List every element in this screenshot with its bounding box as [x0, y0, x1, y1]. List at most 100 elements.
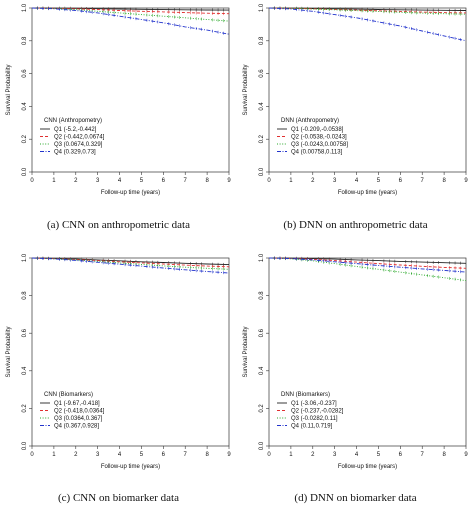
x-axis-label: Follow-up time (years)	[338, 464, 397, 470]
x-tick-label: 7	[421, 452, 425, 458]
y-tick-label: 0.4	[22, 366, 28, 375]
y-tick-label: 0.8	[22, 36, 28, 45]
legend-entry-1: Q1 (-9.67,-0.418]	[54, 401, 100, 407]
y-axis-label: Survival Probability	[6, 326, 12, 377]
y-tick-label: 1.0	[22, 3, 28, 12]
survival-chart-c: 0 1 2 3 4 5 6 7 8 9 0.0 0.2 0.4 0.6 0.8 1.0 Follow-up ti…	[6, 253, 231, 470]
legend-entry-3: Q3 (-0.0243,0.00758]	[291, 142, 348, 148]
x-tick-label: 0	[267, 452, 271, 458]
y-tick-label: 0.6	[22, 328, 28, 337]
survival-chart-d: 0 1 2 3 4 5 6 7 8 9 0.0 0.2 0.4 0.6 0.8 1.0 Follow-up ti…	[243, 253, 468, 470]
x-tick-label: 3	[333, 178, 337, 184]
y-tick-label: 0.4	[22, 102, 28, 111]
y-tick-label: 1.0	[259, 3, 265, 12]
x-tick-label: 0	[267, 178, 271, 184]
x-tick-label: 2	[311, 178, 315, 184]
legend-entry-1: Q1 (-5.2,-0.442]	[54, 127, 97, 133]
legend-entry-3: Q3 (0.0674,0.329]	[54, 142, 103, 148]
x-tick-label: 5	[140, 452, 144, 458]
legend-title: DNN (Anthropometry)	[281, 118, 339, 124]
x-tick-label: 2	[74, 452, 78, 458]
x-axis-label: Follow-up time (years)	[101, 464, 160, 470]
y-tick-label: 0.2	[259, 134, 265, 143]
legend-entry-2: Q2 (-0.0538,-0.0243]	[291, 135, 347, 141]
legend-title: CNN (Anthropometry)	[44, 118, 102, 124]
survival-chart-a: 0 1 2 3 4 5 6 7 8 9 0.0 0.2 0.4 0.6 0.8 1.0 Follow-up ti…	[6, 3, 231, 196]
legend-entry-4: Q4 (0.367,0.928]	[54, 424, 99, 430]
x-tick-label: 8	[205, 452, 209, 458]
x-tick-label: 6	[399, 178, 403, 184]
y-tick-label: 0.2	[259, 404, 265, 413]
x-tick-label: 8	[442, 178, 446, 184]
x-tick-label: 3	[333, 452, 337, 458]
y-tick-label: 0.0	[259, 167, 265, 176]
chart-panel-a: 0 1 2 3 4 5 6 7 8 9 0.0 0.2 0.4 0.6 0.8 1.0 Follow-up ti…	[0, 0, 237, 210]
x-tick-label: 0	[30, 452, 34, 458]
x-tick-label: 7	[184, 452, 188, 458]
y-tick-label: 0.4	[259, 366, 265, 375]
legend-entry-4: Q4 (0.329,0.73]	[54, 150, 96, 156]
x-tick-label: 9	[464, 178, 468, 184]
x-tick-label: 5	[377, 452, 381, 458]
x-tick-label: 4	[355, 178, 359, 184]
x-tick-label: 1	[52, 452, 56, 458]
y-tick-label: 0.6	[259, 328, 265, 337]
legend-title: CNN (Biomarkers)	[44, 392, 93, 398]
y-tick-label: 1.0	[22, 253, 28, 262]
x-tick-label: 1	[289, 178, 293, 184]
chart-panel-d: 0 1 2 3 4 5 6 7 8 9 0.0 0.2 0.4 0.6 0.8 1.0 Follow-up ti…	[237, 250, 474, 480]
y-tick-label: 0.0	[22, 441, 28, 450]
x-tick-label: 2	[74, 178, 78, 184]
caption-a: (a) CNN on anthropometric data	[47, 219, 190, 231]
y-tick-label: 0.6	[22, 69, 28, 78]
y-tick-label: 0.0	[259, 441, 265, 450]
x-tick-label: 5	[377, 178, 381, 184]
legend-entry-4: Q4 (0.00758,0.113]	[291, 150, 343, 156]
legend-entry-2: Q2 (-0.418,0.0364]	[54, 409, 105, 415]
x-tick-label: 3	[96, 452, 100, 458]
x-tick-label: 4	[118, 178, 122, 184]
y-axis-label: Survival Probability	[6, 64, 12, 115]
y-axis-label: Survival Probability	[243, 326, 249, 377]
legend-entry-2: Q2 (-0.442,0.0674]	[54, 135, 105, 141]
x-tick-label: 4	[355, 452, 359, 458]
x-axis-label: Follow-up time (years)	[338, 190, 397, 196]
x-tick-label: 1	[52, 178, 56, 184]
y-axis-label: Survival Probability	[243, 64, 249, 115]
y-tick-label: 0.4	[259, 102, 265, 111]
x-tick-label: 2	[311, 452, 315, 458]
x-tick-label: 8	[205, 178, 209, 184]
x-tick-label: 5	[140, 178, 144, 184]
y-tick-label: 0.2	[22, 134, 28, 143]
y-tick-label: 0.8	[22, 291, 28, 300]
legend-entry-1: Q1 (-3.06,-0.237]	[291, 401, 337, 407]
survival-chart-b: 0 1 2 3 4 5 6 7 8 9 0.0 0.2 0.4 0.6 0.8 1.0 Follow-up ti…	[243, 3, 468, 196]
caption-c: (c) CNN on biomarker data	[58, 492, 179, 504]
legend-entry-2: Q2 (-0.237,-0.0282]	[291, 409, 344, 415]
x-tick-label: 4	[118, 452, 122, 458]
caption-d: (d) DNN on biomarker data	[294, 492, 417, 504]
caption-b: (b) DNN on anthropometric data	[283, 219, 428, 231]
legend-title: DNN (Biomarkers)	[281, 392, 330, 398]
x-tick-label: 6	[162, 452, 166, 458]
x-tick-label: 8	[442, 452, 446, 458]
x-tick-label: 7	[421, 178, 425, 184]
series-line-4	[268, 7, 467, 42]
legend-entry-4: Q4 (0.11,0.719]	[291, 424, 333, 430]
y-tick-label: 0.6	[259, 69, 265, 78]
x-tick-label: 9	[464, 452, 468, 458]
x-tick-label: 6	[162, 178, 166, 184]
y-tick-label: 0.8	[259, 291, 265, 300]
y-tick-label: 1.0	[259, 253, 265, 262]
plot-frame	[268, 257, 467, 447]
x-tick-label: 9	[227, 452, 231, 458]
x-tick-label: 9	[227, 178, 231, 184]
legend-entry-3: Q3 (-0.0282,0.11]	[291, 416, 338, 422]
x-tick-label: 3	[96, 178, 100, 184]
chart-panel-c: 0 1 2 3 4 5 6 7 8 9 0.0 0.2 0.4 0.6 0.8 1.0 Follow-up ti…	[0, 250, 237, 480]
x-tick-label: 0	[30, 178, 34, 184]
y-tick-label: 0.0	[22, 167, 28, 176]
x-tick-label: 1	[289, 452, 293, 458]
legend-entry-3: Q3 (0.0364,0.367]	[54, 416, 103, 422]
x-axis-label: Follow-up time (years)	[101, 190, 160, 196]
